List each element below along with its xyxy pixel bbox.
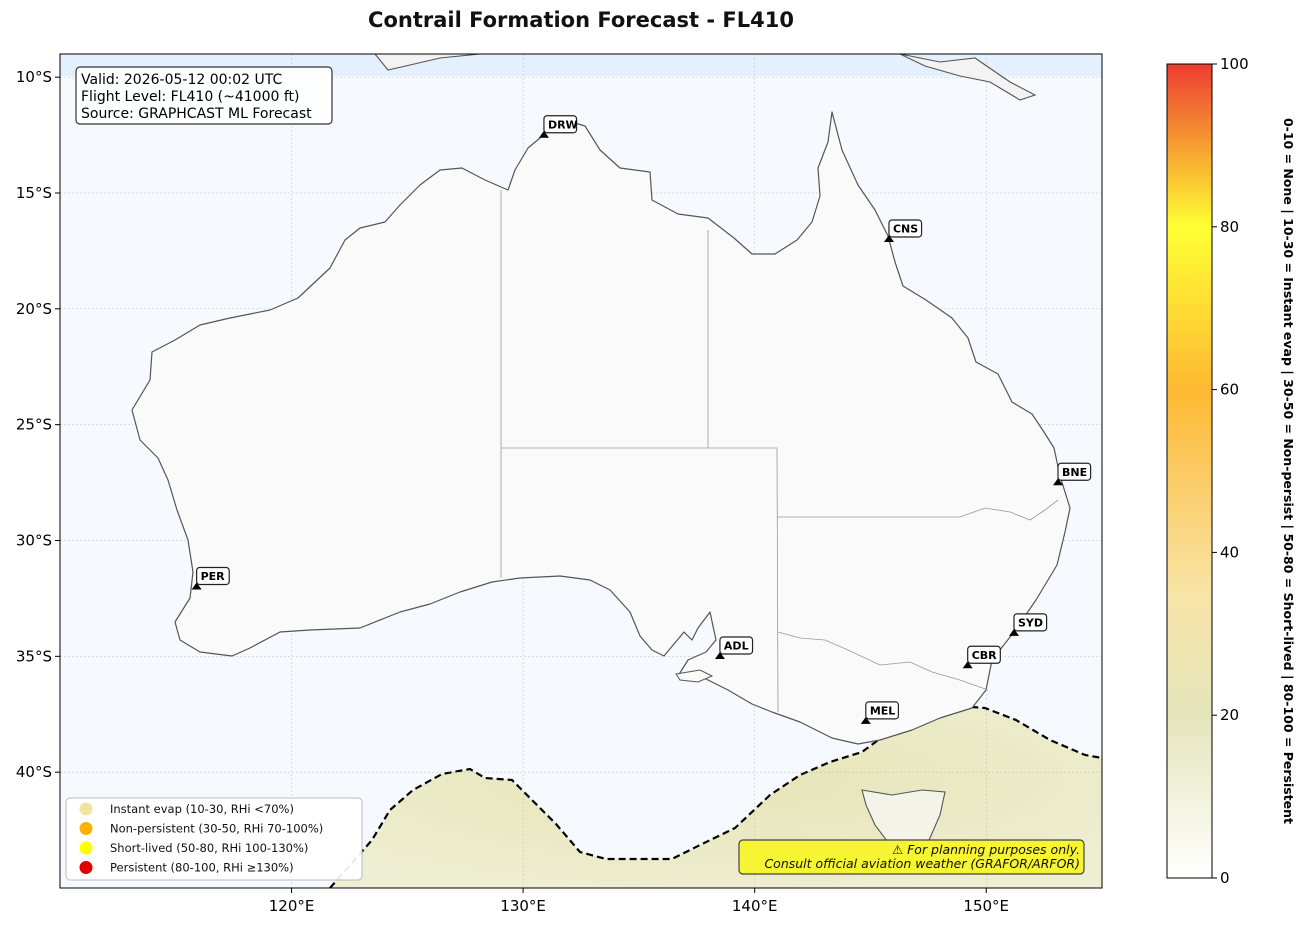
airport-marker-icon: [1053, 478, 1064, 486]
disclaimer-line2: Consult official aviation weather (GRAFO…: [764, 856, 1080, 871]
legend-swatch: [79, 822, 93, 835]
colorbar-gradient: [1166, 63, 1213, 879]
airport-label-box: [888, 219, 923, 238]
map-frame: [59, 53, 1103, 889]
kangaroo-island: [675, 669, 714, 683]
lat-tick-label: 30°S: [16, 532, 52, 550]
airport-label-box: [967, 645, 1001, 664]
legend-swatch: [79, 802, 93, 816]
airport-code: ADL: [724, 640, 749, 653]
lat-tick-label: 10°S: [16, 68, 52, 86]
airport-code: MEL: [870, 704, 895, 717]
airport-mel[interactable]: MEL: [860, 701, 900, 724]
airport-code: SYD: [1018, 616, 1043, 629]
state-borders: [500, 190, 1059, 713]
airport-label-box: [196, 566, 230, 586]
colorbar-label: 0-10 = None | 10-30 = Instant evap | 30-…: [1281, 118, 1296, 824]
lat-tick-label: 40°S: [16, 763, 52, 781]
airport-syd[interactable]: SYD: [1009, 613, 1048, 636]
colorbar-tick-label: 60: [1220, 381, 1239, 399]
airport-marker-icon: [191, 582, 202, 590]
australia-mainland: [131, 111, 1071, 745]
new-guinea-east: [899, 54, 1037, 101]
colorbar-tick-label: 80: [1220, 218, 1239, 236]
info-source: Source: GRAPHCAST ML Forecast: [81, 106, 312, 122]
legend-label: Short-lived (50-80, RHi 100-130%): [110, 841, 308, 855]
lat-tick-label: 35°S: [16, 647, 52, 665]
lat-tick-label: 20°S: [16, 300, 52, 318]
airport-code: BNE: [1062, 466, 1087, 479]
lat-tick-label: 15°S: [16, 184, 52, 202]
legend-swatch: [79, 861, 93, 874]
airport-marker-icon: [860, 716, 871, 724]
info-box: Valid: 2026-05-12 00:02 UTC Flight Level…: [75, 66, 333, 125]
legend: Instant evap (10-30, RHi <70%) Non-persis…: [65, 797, 363, 881]
airport-label-box: [719, 636, 754, 655]
new-guinea: [374, 54, 481, 71]
airport-label-box: [865, 701, 900, 720]
legend-label: Persistent (80-100, RHi ≥130%): [110, 861, 294, 875]
airport-code: PER: [201, 570, 226, 583]
colorbar-tick-label: 20: [1220, 706, 1239, 724]
lon-tick-label: 140°E: [732, 897, 778, 915]
airport-markers: DRW CNS BNE PER ADL SYD CBR MEL: [191, 115, 1092, 724]
airport-marker-icon: [714, 652, 725, 660]
airport-label-box: [1057, 462, 1092, 481]
colorbar-tick-label: 0: [1220, 869, 1230, 887]
lat-tick-label: 25°S: [16, 416, 52, 434]
airport-label-box: [1013, 613, 1048, 632]
airport-marker-icon: [883, 235, 894, 243]
lon-tick-label: 120°E: [269, 897, 315, 915]
colorbar-tick-label: 40: [1220, 543, 1239, 561]
colorbar-tick-label: 100: [1220, 55, 1249, 73]
airport-code: CNS: [893, 223, 918, 236]
airport-code: CBR: [972, 649, 997, 662]
airport-per[interactable]: PER: [191, 566, 230, 590]
info-valid: Valid: 2026-05-12 00:02 UTC: [81, 72, 282, 88]
legend-label: Instant evap (10-30, RHi <70%): [110, 802, 294, 816]
airport-cns[interactable]: CNS: [883, 219, 923, 243]
lon-tick-label: 130°E: [500, 897, 546, 915]
disclaimer-line1: ⚠ For planning purposes only.: [892, 842, 1080, 857]
airport-adl[interactable]: ADL: [714, 636, 754, 660]
colorbar: 0 20 40 60 80 100 0-10 = None | 10-30 = Insta…: [1166, 55, 1296, 887]
lon-tick-label: 150°E: [963, 897, 1009, 915]
airport-code: DRW: [548, 118, 578, 131]
airport-cbr[interactable]: CBR: [962, 645, 1001, 669]
airport-label-box: [543, 115, 578, 134]
map-title: Contrail Formation Forecast - FL410: [368, 8, 794, 32]
airport-marker-icon: [1009, 628, 1020, 636]
axis-ticks: 120°E 130°E 140°E 150°E 10°S 15°S 20°S 25°S 30°S…: [16, 68, 1009, 915]
legend-swatch: [79, 841, 93, 855]
airport-bne[interactable]: BNE: [1053, 462, 1092, 486]
info-flight-level: Flight Level: FL410 (~41000 ft): [81, 89, 300, 105]
airport-marker-icon: [962, 661, 973, 669]
airport-drw[interactable]: DRW: [538, 115, 578, 138]
legend-label: Non-persistent (30-50, RHi 70-100%): [110, 822, 323, 836]
disclaimer-box: ⚠ For planning purposes only. Consult of…: [738, 839, 1085, 875]
airport-marker-icon: [538, 130, 549, 138]
